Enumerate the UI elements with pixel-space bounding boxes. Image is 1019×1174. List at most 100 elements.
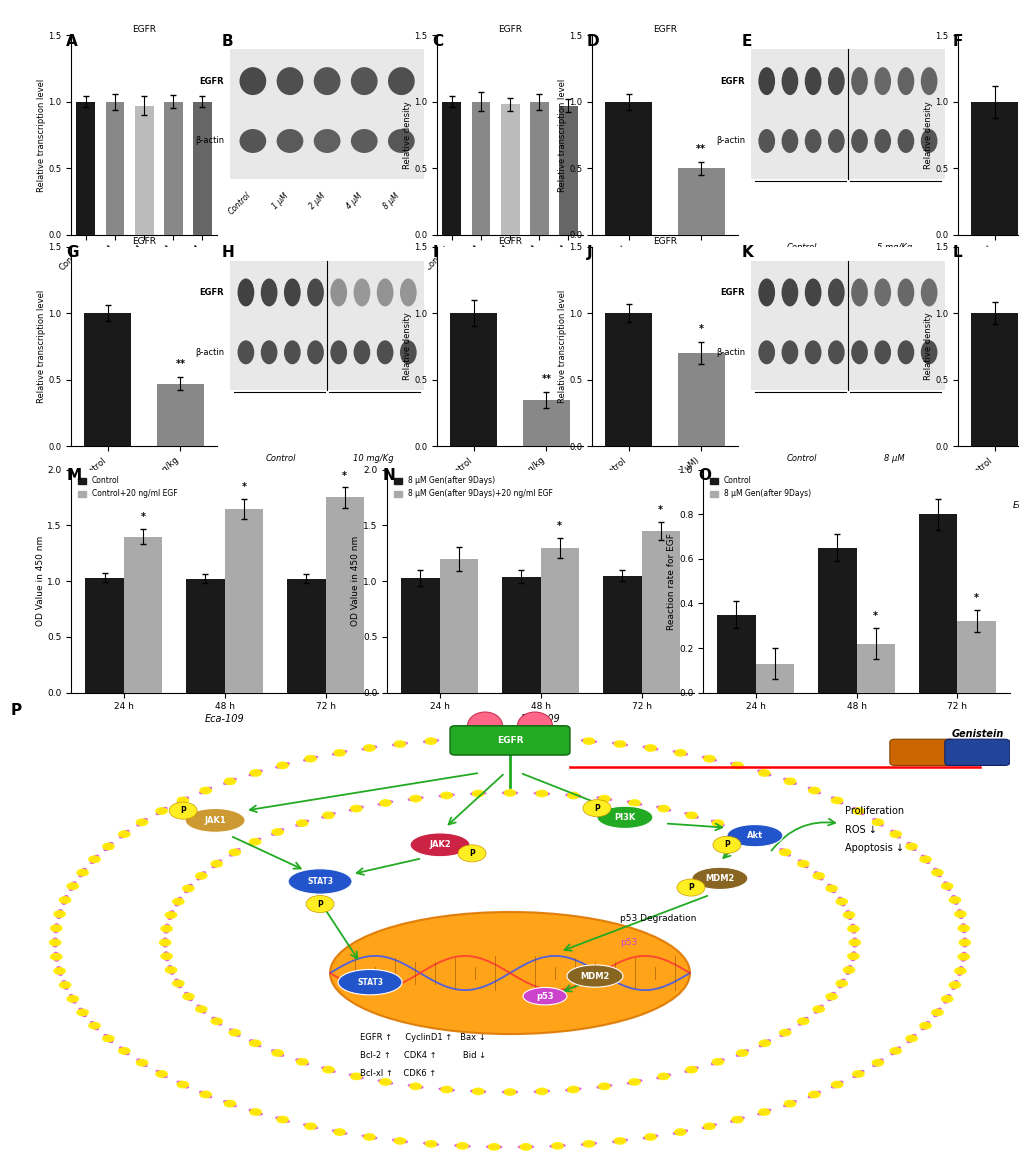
Text: B: B — [221, 34, 232, 49]
Ellipse shape — [174, 979, 182, 989]
Ellipse shape — [249, 1039, 261, 1047]
Circle shape — [160, 952, 173, 960]
Ellipse shape — [813, 1005, 823, 1014]
Ellipse shape — [354, 340, 370, 364]
Text: EGFR: EGFR — [496, 736, 523, 745]
Circle shape — [535, 790, 547, 797]
Bar — [164, 102, 182, 235]
Ellipse shape — [237, 340, 254, 364]
Ellipse shape — [423, 738, 439, 743]
Circle shape — [210, 1018, 223, 1025]
Text: *: * — [657, 505, 662, 515]
Ellipse shape — [804, 67, 820, 95]
Bar — [86, 578, 123, 693]
Circle shape — [503, 1088, 516, 1097]
Y-axis label: Relative transcription level: Relative transcription level — [557, 79, 566, 191]
Ellipse shape — [314, 129, 340, 153]
Ellipse shape — [565, 792, 581, 798]
Ellipse shape — [920, 67, 936, 95]
Circle shape — [796, 859, 809, 868]
Ellipse shape — [596, 1084, 611, 1089]
Title: EGFR: EGFR — [132, 237, 156, 245]
Circle shape — [172, 898, 184, 905]
Ellipse shape — [890, 1046, 900, 1055]
Circle shape — [811, 1005, 824, 1013]
Ellipse shape — [61, 980, 69, 990]
Circle shape — [49, 938, 61, 946]
Ellipse shape — [196, 1005, 206, 1014]
Circle shape — [582, 737, 595, 745]
Y-axis label: Relative transcription level: Relative transcription level — [37, 79, 46, 191]
Ellipse shape — [119, 1046, 129, 1055]
Ellipse shape — [453, 1143, 470, 1148]
Legend: Control, Control+20 ng/ml EGF: Control, Control+20 ng/ml EGF — [75, 473, 180, 501]
FancyBboxPatch shape — [230, 49, 424, 178]
Circle shape — [276, 762, 288, 769]
Ellipse shape — [331, 750, 347, 756]
X-axis label: Eca-109: Eca-109 — [491, 275, 528, 284]
Circle shape — [851, 1070, 864, 1078]
Circle shape — [455, 1142, 469, 1149]
Bar — [677, 168, 725, 235]
Ellipse shape — [387, 129, 415, 153]
Title: EGFR: EGFR — [497, 237, 522, 245]
Text: N: N — [382, 468, 394, 484]
Circle shape — [957, 924, 969, 932]
Text: *: * — [973, 593, 978, 603]
Ellipse shape — [781, 67, 798, 95]
Circle shape — [176, 796, 189, 804]
Ellipse shape — [485, 1145, 502, 1149]
Circle shape — [333, 1128, 345, 1136]
Ellipse shape — [844, 965, 852, 974]
Circle shape — [306, 896, 334, 912]
Circle shape — [393, 740, 406, 748]
Text: β-actin: β-actin — [715, 136, 744, 146]
Circle shape — [350, 804, 363, 812]
Circle shape — [870, 818, 883, 826]
Ellipse shape — [377, 801, 393, 805]
Ellipse shape — [804, 278, 820, 306]
Text: 8 μM: 8 μM — [381, 191, 400, 210]
Circle shape — [276, 1115, 288, 1124]
Circle shape — [807, 1091, 820, 1099]
Y-axis label: Relative density: Relative density — [403, 312, 412, 380]
Ellipse shape — [756, 1108, 770, 1115]
Circle shape — [736, 828, 748, 836]
Ellipse shape — [156, 807, 167, 815]
Ellipse shape — [68, 882, 77, 891]
Circle shape — [940, 882, 953, 890]
Text: JAK1: JAK1 — [204, 816, 226, 825]
Circle shape — [210, 859, 223, 868]
Y-axis label: Relative density: Relative density — [922, 101, 931, 169]
Ellipse shape — [655, 805, 671, 811]
Ellipse shape — [807, 787, 820, 795]
Circle shape — [249, 769, 262, 777]
Bar — [970, 313, 1017, 446]
Ellipse shape — [932, 1007, 941, 1017]
Text: Proliferation: Proliferation — [844, 807, 903, 816]
Ellipse shape — [804, 129, 820, 153]
Text: *: * — [698, 324, 703, 335]
Ellipse shape — [361, 745, 377, 750]
Ellipse shape — [470, 1089, 486, 1094]
Ellipse shape — [959, 952, 967, 962]
Ellipse shape — [376, 278, 393, 306]
Ellipse shape — [287, 869, 352, 895]
Ellipse shape — [642, 745, 658, 750]
Ellipse shape — [137, 1059, 148, 1067]
Ellipse shape — [276, 129, 303, 153]
Text: STAT3: STAT3 — [357, 978, 383, 986]
Bar — [602, 575, 641, 693]
Ellipse shape — [567, 965, 623, 987]
Ellipse shape — [517, 736, 534, 741]
Ellipse shape — [249, 1108, 263, 1115]
Ellipse shape — [391, 742, 408, 747]
Text: P: P — [180, 807, 185, 815]
Text: Control: Control — [786, 243, 816, 251]
Text: P: P — [10, 703, 21, 718]
Y-axis label: OD Value in 450 nm: OD Value in 450 nm — [352, 537, 360, 626]
Circle shape — [296, 819, 308, 826]
Circle shape — [948, 981, 960, 989]
Ellipse shape — [249, 838, 261, 845]
Circle shape — [487, 734, 500, 742]
